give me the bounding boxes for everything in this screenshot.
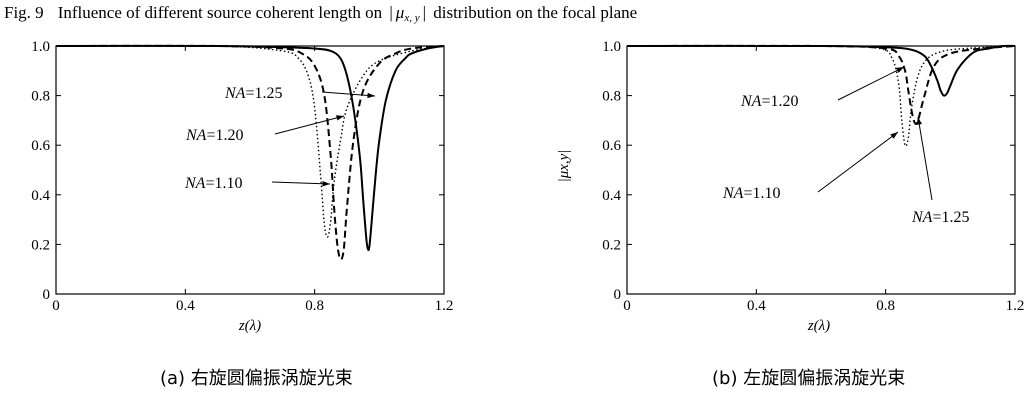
chart-b-arrow-head xyxy=(916,117,922,125)
chart-b-ylabel: |μx,y| xyxy=(556,150,572,183)
chart-a-annotation-3: NA=1.10 xyxy=(184,175,242,192)
chart-a-ytick-label: 0.4 xyxy=(31,188,50,204)
chart-b-ytick-label: 0.2 xyxy=(602,237,621,253)
chart-b-series-dashed xyxy=(626,44,1016,126)
chart-a-axes: 0 0.4 0.8 1.2 0 0.2 0.4 0.6 0.8 1.0 xyxy=(31,39,453,314)
chart-a-arrow-head xyxy=(336,115,344,121)
chart-b-xlabel: z(λ) xyxy=(807,318,830,334)
chart-a-annotation-1: NA=1.25 xyxy=(224,85,282,102)
panel-a-caption: (a) 右旋圆偏振涡旋光束 xyxy=(160,368,353,389)
chart-b-arrow-head xyxy=(890,132,898,139)
figure-label: Fig. 9 xyxy=(4,3,44,22)
figure-title-subscript: x, y xyxy=(404,12,420,24)
chart-a-annotation-arrows xyxy=(271,91,376,187)
chart-b-xtick-label: 0 xyxy=(623,298,631,314)
chart-a-arrow-line xyxy=(271,181,331,185)
chart-a-xlabel: z(λ) xyxy=(238,318,261,334)
figure-title-before: Influence of different source coherent l… xyxy=(57,3,383,22)
chart-a-plot-frame xyxy=(55,45,445,295)
chart-a-series-dotted xyxy=(55,44,445,238)
chart-b-ytick-label: 0.6 xyxy=(602,138,621,154)
chart-a-arrow-head xyxy=(367,92,375,99)
chart-a-arrow-line xyxy=(274,115,345,135)
chart-b-arrow-line xyxy=(837,66,905,101)
chart-b-annotation-1: NA=1.20 xyxy=(740,93,798,110)
chart-b-ytick-label: 0.4 xyxy=(602,188,621,204)
chart-a-xtick-label: 0.4 xyxy=(176,298,195,314)
chart-a-arrow-line xyxy=(321,91,376,97)
chart-a-series-solid xyxy=(55,44,445,252)
chart-a-series xyxy=(55,44,445,261)
chart-b-arrow-head xyxy=(896,67,904,73)
chart-b-ytick-label: 0.8 xyxy=(602,89,621,105)
chart-a-annotation-2: NA=1.20 xyxy=(185,127,243,144)
chart-b-arrow-line xyxy=(817,131,899,193)
chart-a-ytick-label: 1.0 xyxy=(31,39,50,55)
chart-b-annotation-3: NA=1.25 xyxy=(911,209,969,226)
chart-a-xtick-label: 1.2 xyxy=(435,298,454,314)
chart-a-ytick-label: 0 xyxy=(43,287,51,303)
chart-b-xtick-label: 0.4 xyxy=(747,298,766,314)
chart-b-ytick-label: 1.0 xyxy=(602,39,621,55)
chart-a-xtick-label: 0.8 xyxy=(305,298,324,314)
chart-b-ytick-label: 0 xyxy=(614,287,622,303)
chart-b-annotation-arrows xyxy=(817,66,933,201)
chart-b-xtick-label: 1.2 xyxy=(1006,298,1025,314)
chart-b: 0 0.4 0.8 1.2 0 0.2 0.4 0.6 0.8 1.0 NA=1.20 NA=1.… xyxy=(556,39,1024,334)
chart-a-ytick-label: 0.6 xyxy=(31,138,50,154)
chart-a-ytick-label: 0.8 xyxy=(31,89,50,105)
chart-a: 0 0.4 0.8 1.2 0 0.2 0.4 0.6 0.8 1.0 NA=1.25 NA=1.… xyxy=(31,39,453,334)
chart-b-arrow-line xyxy=(917,116,933,201)
chart-b-series-dotted xyxy=(626,45,1016,147)
chart-b-series-solid xyxy=(626,44,1016,97)
figure-title-after: distribution on the focal plane xyxy=(433,3,638,22)
chart-b-annotation-2: NA=1.10 xyxy=(722,185,780,202)
chart-b-axes: 0 0.4 0.8 1.2 0 0.2 0.4 0.6 0.8 1.0 xyxy=(602,39,1024,314)
figure-title-symbol: μ xyxy=(395,3,405,22)
chart-a-ytick-label: 0.2 xyxy=(31,237,50,253)
chart-b-series xyxy=(626,44,1016,147)
figure-caption: Fig. 9 Influence of different source cohe… xyxy=(4,3,638,24)
chart-b-plot-frame xyxy=(626,45,1016,295)
chart-b-xtick-label: 0.8 xyxy=(876,298,895,314)
chart-a-arrow-head xyxy=(322,180,330,187)
chart-a-series-dashed xyxy=(55,44,445,261)
chart-a-xtick-label: 0 xyxy=(52,298,60,314)
panel-b-caption: (b) 左旋圆偏振涡旋光束 xyxy=(712,368,906,389)
